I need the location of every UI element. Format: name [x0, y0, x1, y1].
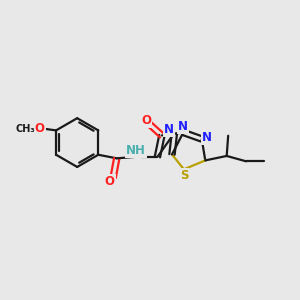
Text: O: O [141, 114, 152, 127]
Text: N: N [164, 123, 174, 136]
Text: N: N [202, 131, 212, 144]
Text: CH₃: CH₃ [15, 124, 35, 134]
Text: S: S [180, 169, 188, 182]
Text: NH: NH [126, 144, 146, 157]
Text: O: O [105, 175, 115, 188]
Text: N: N [178, 120, 188, 133]
Text: O: O [35, 122, 45, 135]
